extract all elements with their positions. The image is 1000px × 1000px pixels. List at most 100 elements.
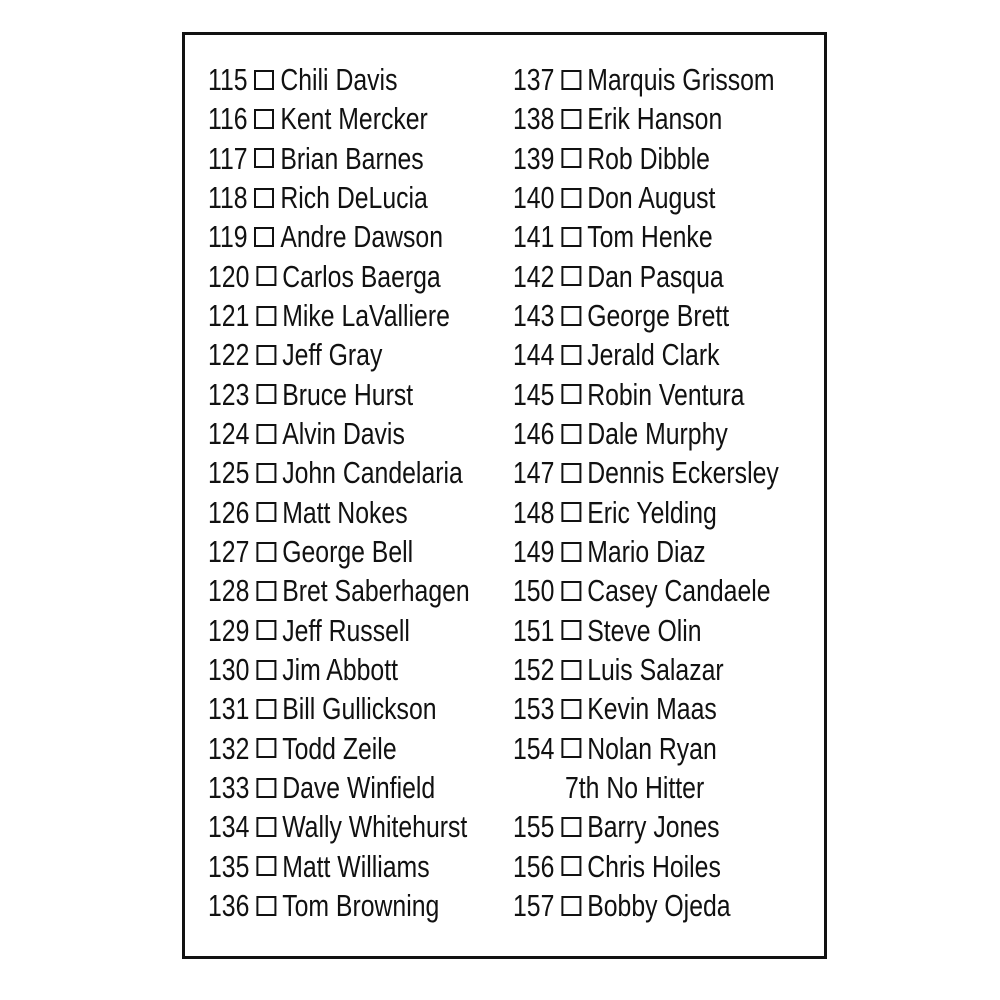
checkbox-icon [256, 345, 277, 366]
checkbox-icon [254, 109, 275, 130]
card-number: 115 [208, 62, 248, 97]
checkbox-icon [561, 345, 582, 366]
player-name: Chris Hoiles [587, 848, 721, 884]
left-column-row: 136 Tom Browning [208, 886, 439, 926]
player-name: Chili Davis [280, 62, 398, 97]
checkbox-icon [256, 856, 277, 877]
checkbox-icon [256, 699, 277, 720]
left-column-row: 124 Alvin Davis [208, 414, 405, 454]
checkbox-icon [561, 699, 582, 720]
left-column-row: 134 Wally Whitehurst [208, 807, 467, 847]
left-column-row: 119 Andre Dawson [208, 217, 443, 257]
player-name: George Bell [282, 533, 414, 569]
player-name: Luis Salazar [587, 651, 724, 687]
player-name: Barry Jones [587, 809, 720, 845]
checkbox-icon [561, 305, 582, 326]
card-number: 142 [513, 258, 555, 294]
card-number: 117 [208, 140, 248, 176]
left-column-row: 130 Jim Abbott [208, 650, 398, 690]
player-name: Don August [587, 179, 716, 215]
player-name: Bobby Ojeda [587, 887, 731, 923]
checkbox-icon [561, 895, 582, 916]
card-number: 143 [513, 297, 555, 333]
player-name: Nolan Ryan [587, 730, 717, 766]
card-number: 146 [513, 415, 555, 451]
card-number: 137 [513, 62, 555, 97]
checkbox-icon [561, 856, 582, 877]
card-number: 125 [208, 455, 250, 491]
card-number: 140 [513, 179, 555, 215]
card-number: 147 [513, 455, 555, 491]
right-column-row: 7th No Hitter [565, 768, 704, 808]
right-column-row: 138 Erik Hanson [513, 99, 722, 139]
player-name: Todd Zeile [282, 730, 397, 766]
right-column-row: 147 Dennis Eckersley [513, 453, 779, 493]
player-name: John Candelaria [282, 455, 463, 491]
right-column-row: 151 Steve Olin [513, 611, 702, 651]
player-name: Jeff Russell [282, 612, 410, 648]
card-number: 123 [208, 376, 250, 412]
left-column-row: 132 Todd Zeile [208, 729, 397, 769]
checkbox-icon [561, 148, 582, 169]
checkbox-icon [256, 620, 277, 641]
card-number: 124 [208, 415, 250, 451]
card-number: 118 [208, 179, 248, 215]
card-number: 151 [513, 612, 555, 648]
checkbox-icon [256, 895, 277, 916]
player-name: Rob Dibble [587, 140, 710, 176]
left-column-row: 122 Jeff Gray [208, 335, 382, 375]
left-column-row: 133 Dave Winfield [208, 768, 435, 808]
checkbox-icon [256, 266, 277, 287]
right-column-row: 137 Marquis Grissom [513, 60, 775, 100]
left-column-row: 129 Jeff Russell [208, 611, 410, 651]
checkbox-icon [256, 738, 277, 759]
right-column-row: 148 Eric Yelding [513, 493, 717, 533]
checkbox-icon [254, 187, 275, 208]
checkbox-icon [561, 817, 582, 838]
checkbox-icon [561, 187, 582, 208]
card-number: 116 [208, 101, 248, 137]
left-column-row: 116 Kent Mercker [208, 99, 428, 139]
player-name: Bret Saberhagen [282, 573, 470, 609]
card-number: 133 [208, 769, 250, 805]
card-number: 135 [208, 848, 250, 884]
checkbox-icon [561, 463, 582, 484]
player-name: Mike LaValliere [282, 297, 450, 333]
right-column-row: 154 Nolan Ryan [513, 729, 717, 769]
right-column-row: 152 Luis Salazar [513, 650, 724, 690]
left-column-row: 121 Mike LaValliere [208, 296, 450, 336]
left-column-row: 127 George Bell [208, 532, 413, 572]
checkbox-icon [561, 502, 582, 523]
left-column-row: 117 Brian Barnes [208, 139, 424, 179]
left-column-row: 118 Rich DeLucia [208, 178, 428, 218]
card-number: 121 [208, 297, 250, 333]
player-name: Rich DeLucia [280, 179, 428, 215]
right-column-row: 153 Kevin Maas [513, 689, 717, 729]
checkbox-icon [561, 109, 582, 130]
player-name: Jeff Gray [282, 337, 383, 373]
player-name: Bill Gullickson [282, 691, 437, 727]
right-column-row: 146 Dale Murphy [513, 414, 728, 454]
checklist-card: 115 Chili Davis 116 Kent Mercker 117 Brian Ba… [182, 32, 827, 959]
card-number: 119 [208, 219, 248, 255]
player-name: Erik Hanson [587, 101, 723, 137]
player-name: Mario Diaz [587, 533, 706, 569]
checkbox-icon [256, 581, 277, 602]
card-number: 148 [513, 494, 555, 530]
card-number: 155 [513, 809, 555, 845]
checkbox-icon [254, 227, 275, 248]
right-column-row: 155 Barry Jones [513, 807, 720, 847]
right-column-row: 144 Jerald Clark [513, 335, 720, 375]
player-name: Dan Pasqua [587, 258, 724, 294]
checkbox-icon [561, 659, 582, 680]
right-column-row: 141 Tom Henke [513, 217, 713, 257]
player-name: Matt Williams [282, 848, 430, 884]
player-name: Kevin Maas [587, 691, 717, 727]
left-column-row: 131 Bill Gullickson [208, 689, 437, 729]
player-name: Casey Candaele [587, 573, 771, 609]
card-number: 156 [513, 848, 555, 884]
checkbox-icon [256, 502, 277, 523]
left-column-row: 128 Bret Saberhagen [208, 571, 470, 611]
checkbox-icon [561, 581, 582, 602]
checkbox-icon [561, 69, 582, 90]
